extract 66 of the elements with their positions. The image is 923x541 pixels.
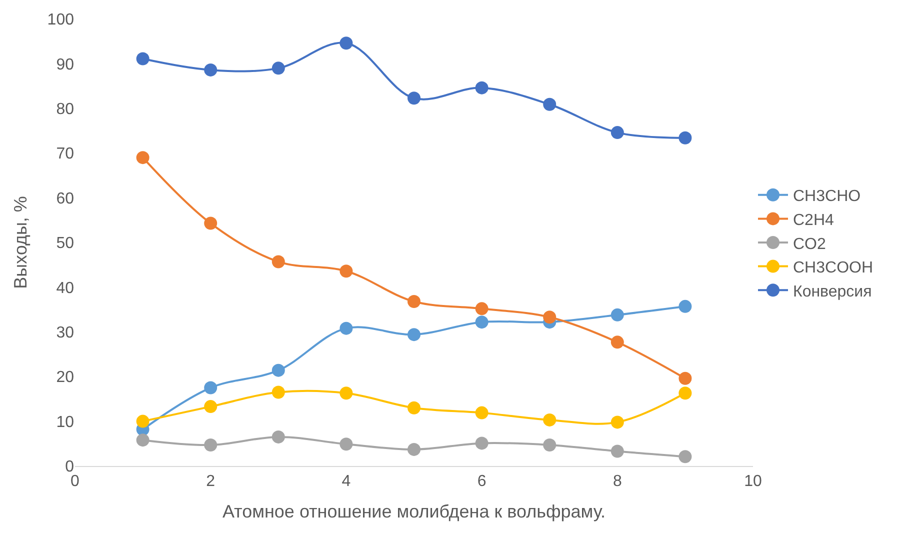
point [272, 386, 285, 399]
point [204, 381, 218, 394]
point [136, 52, 150, 66]
point [272, 255, 285, 268]
point [475, 81, 488, 94]
legend-label: CO2 [793, 236, 826, 253]
point [610, 126, 624, 140]
point [204, 438, 218, 452]
x-axis-title: Атомное отношение молибдена к вольфраму. [222, 501, 606, 522]
x-tick-label: 8 [612, 473, 622, 490]
point [475, 406, 488, 420]
point [475, 436, 488, 450]
point [678, 300, 692, 313]
y-tick-label: 10 [56, 414, 74, 431]
point [610, 308, 624, 322]
y-tick-label: 80 [56, 101, 74, 118]
y-tick-label: 90 [56, 56, 74, 74]
y-tick-label: 30 [56, 324, 74, 342]
y-tick-label: 70 [56, 146, 74, 163]
y-axis-title: Выходы, % [10, 196, 30, 289]
point [543, 438, 556, 452]
point [136, 414, 150, 428]
legend-label: CH3CHO [793, 188, 861, 206]
point [136, 151, 150, 164]
point [408, 295, 420, 308]
point [408, 401, 420, 414]
point [678, 372, 692, 385]
point [610, 416, 624, 429]
y-tick-label: 20 [56, 369, 74, 386]
point [543, 413, 556, 426]
legend-label: CH3COOH [793, 260, 874, 277]
point [340, 386, 353, 400]
point [543, 310, 556, 324]
y-tick-label: 0 [65, 458, 74, 476]
point [475, 302, 488, 316]
point [543, 98, 556, 111]
legend-label: Конверсия [793, 283, 872, 300]
point [678, 450, 692, 464]
point [136, 434, 150, 447]
point [272, 430, 285, 444]
legend-label: C2H4 [793, 212, 834, 229]
x-tick-label: 6 [477, 473, 486, 490]
y-tick-label: 50 [56, 235, 74, 252]
point [204, 216, 218, 230]
x-tick-label: 10 [744, 473, 762, 490]
point [340, 438, 353, 451]
point [408, 442, 420, 456]
point [610, 336, 624, 349]
point [610, 444, 624, 458]
point [204, 63, 218, 76]
point [204, 400, 218, 414]
point [340, 36, 353, 50]
point [475, 316, 488, 329]
x-tick-label: 4 [342, 473, 351, 490]
point [272, 364, 285, 377]
point [678, 131, 692, 144]
y-tick-label: 100 [47, 12, 74, 29]
point [408, 328, 420, 342]
point [678, 386, 692, 400]
y-tick-label: 40 [56, 280, 74, 297]
point [272, 62, 285, 75]
y-tick-label: 60 [56, 190, 74, 208]
point [340, 264, 353, 278]
x-tick-label: 2 [206, 473, 216, 490]
point [408, 92, 420, 105]
point [340, 322, 353, 335]
